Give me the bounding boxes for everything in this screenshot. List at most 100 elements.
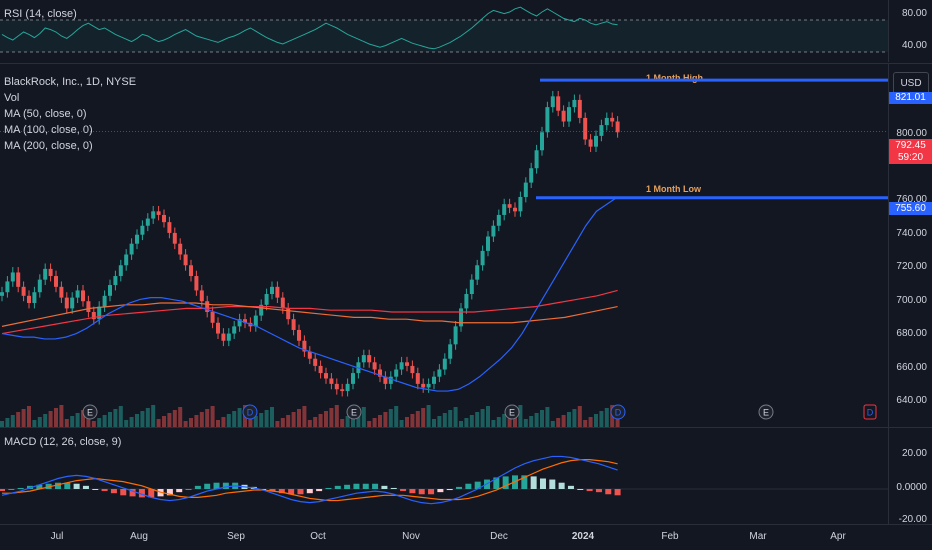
volume-bar [248, 419, 253, 427]
main-chart-pane[interactable]: BlackRock, Inc., 1D, NYSE Vol MA (50, cl… [0, 64, 888, 427]
candle-body [415, 373, 420, 384]
volume-bar [313, 417, 318, 427]
candle-body [523, 182, 528, 197]
macd-histogram-bar [334, 485, 341, 489]
volume-bar [491, 420, 496, 427]
candle-body [48, 268, 53, 277]
candle-body [361, 355, 366, 363]
macd-axis[interactable]: 20.00 0.0000 -20.00 [888, 428, 932, 525]
volume-bar [270, 407, 274, 427]
macd-histogram-bar [372, 483, 379, 489]
macd-pane[interactable]: MACD (12, 26, close, 9) [0, 428, 888, 524]
time-tick-feb: Feb [661, 531, 679, 542]
time-tick-sep: Sep [227, 531, 245, 542]
candle-body [205, 301, 210, 312]
candle-body [378, 369, 382, 377]
rsi-pane[interactable]: RSI (14, close) [0, 0, 888, 62]
candle-body [432, 376, 436, 384]
volume-bar [410, 414, 415, 427]
price-tick: 700.00 [896, 295, 927, 306]
volume-bar [534, 413, 539, 427]
price-tick: 740.00 [896, 228, 927, 239]
candle-body [545, 107, 550, 133]
candle-body [399, 362, 404, 370]
macd-histogram-bar [297, 489, 304, 495]
volume-bar [210, 406, 215, 427]
candle-body [108, 285, 112, 296]
candle-body [27, 295, 31, 304]
event-marker-label: D [615, 408, 622, 418]
candle-body [291, 319, 296, 330]
candle-body [59, 286, 64, 298]
macd-signal-line [2, 459, 618, 502]
macd-histogram-bar [362, 483, 369, 489]
price-axis[interactable]: 800.00 760.00 740.00 720.00 700.00 680.0… [888, 64, 932, 427]
candle-body [102, 295, 107, 307]
volume-bar [189, 418, 193, 427]
candle-body [286, 308, 291, 320]
volume-bar [124, 420, 129, 427]
pane-separator[interactable] [0, 524, 932, 525]
ma100-label: MA (100, close, 0) [4, 124, 93, 136]
candle-body [156, 211, 161, 215]
pane-separator[interactable] [0, 63, 932, 64]
volume-bar [172, 410, 177, 427]
volume-bar [0, 421, 4, 427]
candle-body [54, 276, 58, 287]
candle-body [81, 290, 85, 302]
earnings-marker [758, 404, 774, 420]
volume-bar [448, 410, 453, 427]
volume-bar [475, 412, 480, 427]
volume-bar [280, 418, 285, 427]
rsi-tick-40: 40.00 [901, 40, 927, 51]
earnings-marker [82, 404, 98, 420]
volume-bar [21, 409, 26, 427]
volume-bar [302, 406, 307, 427]
month-high-price-label: 821.01 [889, 92, 932, 104]
pane-separator[interactable] [0, 427, 932, 428]
candle-body [540, 132, 544, 151]
macd-histogram-bar [194, 485, 201, 489]
candle-body [97, 306, 102, 320]
volume-bar [5, 418, 10, 427]
price-tick: 800.00 [896, 128, 927, 139]
candle-body [259, 304, 264, 316]
candle-body [604, 117, 609, 126]
candle-body [86, 301, 91, 312]
volume-bar [599, 411, 604, 427]
time-tick-aug: Aug [130, 531, 148, 542]
time-tick-mar: Mar [749, 531, 767, 542]
volume-bar [351, 413, 355, 427]
volume-bar [318, 414, 323, 427]
candle-body [226, 333, 231, 341]
macd-histogram-bar [549, 479, 556, 489]
rsi-axis[interactable]: 80.00 40.00 [888, 0, 932, 62]
volume-bar [594, 414, 598, 427]
earnings-marker [346, 404, 362, 420]
volume-bar [216, 420, 220, 427]
volume-bar [383, 412, 388, 427]
volume-bar [167, 413, 172, 427]
volume-bar [340, 419, 345, 427]
macd-histogram-bar [101, 489, 108, 492]
volume-bar [264, 410, 269, 427]
macd-histogram-bar [325, 487, 332, 489]
volume-bar [442, 413, 447, 427]
volume-bar [286, 415, 291, 427]
candle-body [270, 286, 274, 295]
candle-body [486, 236, 490, 251]
volume-bar [583, 420, 588, 427]
candle-body [253, 315, 258, 327]
candle-body [162, 214, 166, 223]
macd-histogram-bar [176, 489, 183, 493]
volume-bar [140, 411, 145, 427]
volume-bar [469, 415, 474, 427]
candle-body [232, 326, 237, 334]
volume-bar [54, 408, 58, 427]
earnings-marker [504, 404, 520, 420]
macd-histogram-bar [353, 483, 360, 489]
macd-histogram-bar [92, 489, 99, 490]
volume-bar [437, 416, 442, 427]
month-high-label: 1 Month High [646, 73, 703, 83]
candle-body [588, 139, 593, 147]
